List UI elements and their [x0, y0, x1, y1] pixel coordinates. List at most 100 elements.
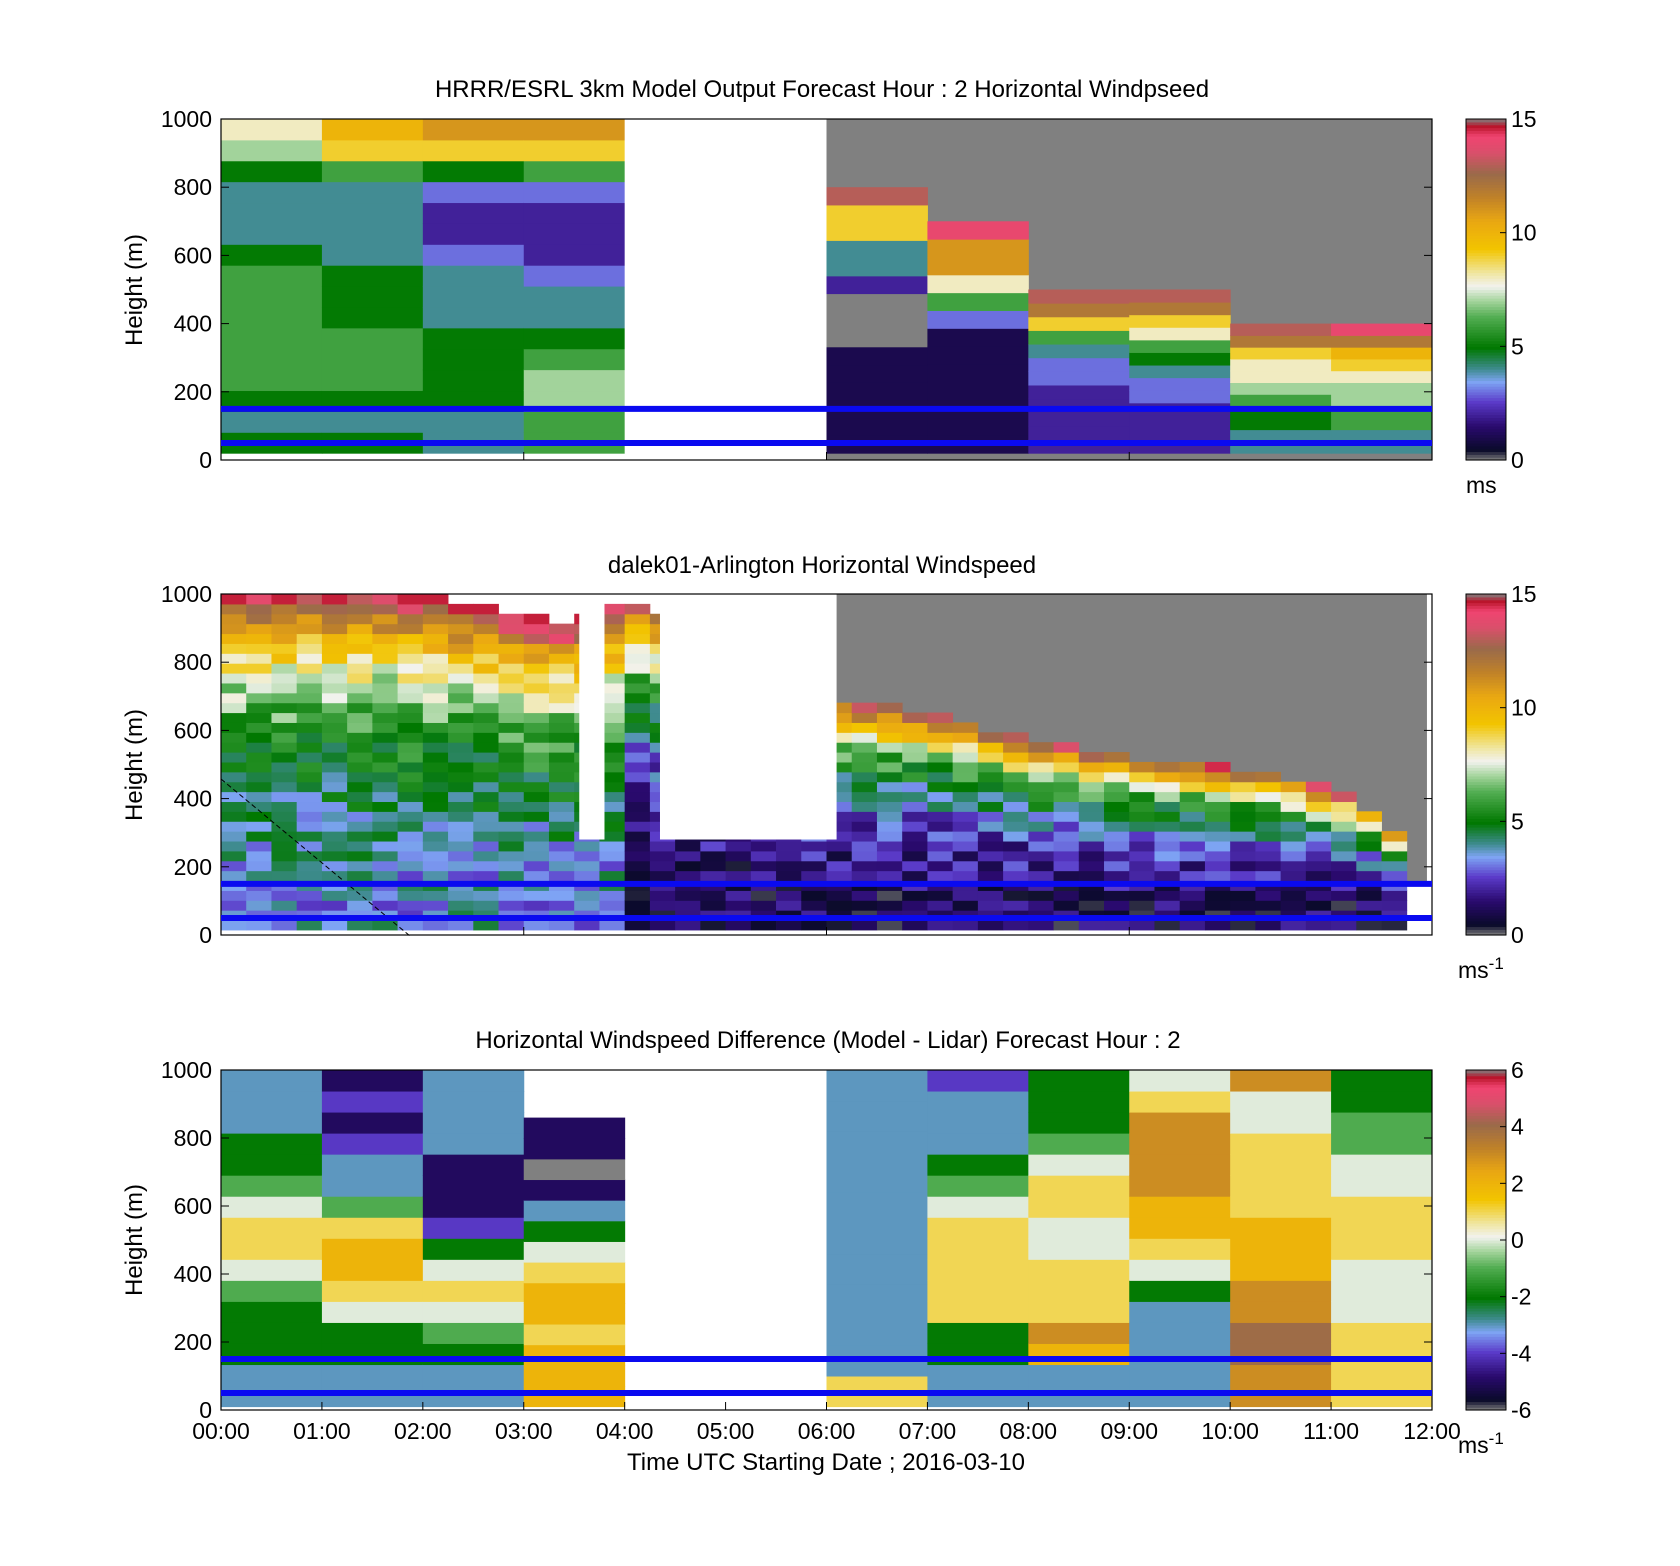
lidar-cell	[422, 791, 449, 803]
colorbar-segment	[1466, 300, 1506, 305]
colorbar-segment	[1466, 1308, 1506, 1312]
lidar-cell	[1230, 850, 1256, 862]
colorbar-segment	[1466, 1123, 1506, 1128]
colorbar-segment	[1466, 1234, 1506, 1238]
difference-cell	[221, 1322, 323, 1344]
colorbar-segment	[1466, 138, 1506, 143]
lidar-cell	[473, 712, 499, 723]
colorbar-segment	[1466, 707, 1506, 712]
colorbar-segment	[1466, 244, 1506, 248]
lidar-cell	[448, 673, 474, 684]
difference-cell	[321, 1070, 424, 1092]
lidar-cell	[1129, 870, 1155, 882]
lidar-cell	[347, 831, 373, 842]
colorbar-segment	[1466, 801, 1506, 805]
lidar-cell	[624, 821, 651, 832]
y-tick-label: 600	[174, 717, 212, 743]
model-cell	[422, 181, 525, 204]
colorbar-segment	[1466, 670, 1506, 675]
colorbar-segment	[1466, 1143, 1506, 1148]
lidar-cell	[1053, 791, 1080, 803]
difference-cell	[826, 1223, 928, 1255]
difference-cell	[523, 1385, 626, 1408]
colorbar-segment	[1466, 727, 1506, 731]
x-tick-label: 08:00	[1000, 1418, 1058, 1444]
lidar-cell	[271, 761, 298, 773]
lidar-cell	[422, 673, 449, 684]
lidar-cell	[221, 801, 247, 812]
lidar-cell	[902, 722, 928, 733]
colorbar-tick-label: 15	[1511, 581, 1537, 607]
lidar-cell	[548, 712, 575, 723]
lidar-cell	[473, 821, 499, 832]
colorbar-segment	[1466, 613, 1506, 618]
lidar-cell	[321, 742, 348, 753]
model-cell	[221, 327, 323, 350]
difference-cell	[1129, 1238, 1231, 1260]
lidar-cell	[1255, 840, 1282, 852]
lidar-cell	[851, 870, 878, 882]
lidar-cell	[927, 781, 954, 793]
lidar-cell	[876, 840, 903, 852]
lidar-cell	[1104, 840, 1130, 852]
lidar-cell	[1104, 811, 1130, 822]
difference-cell	[826, 1070, 928, 1102]
difference-cell	[1230, 1238, 1332, 1260]
difference-cell	[1028, 1070, 1130, 1092]
lidar-cell	[599, 702, 626, 714]
difference-cell	[1331, 1238, 1433, 1260]
colorbar-segment	[1466, 596, 1506, 601]
lidar-cell	[271, 821, 298, 832]
lidar-cell	[347, 771, 373, 783]
difference-cell	[1028, 1175, 1130, 1197]
difference-cell	[1331, 1112, 1433, 1134]
model-cell	[1230, 323, 1332, 336]
lidar-cell	[321, 860, 348, 872]
lidar-cell	[1381, 831, 1408, 842]
colorbar-segment	[1466, 136, 1506, 140]
lidar-cell	[271, 890, 298, 901]
panel-lidar-x-tickmarks	[523, 927, 1130, 935]
lidar-cell	[1003, 791, 1029, 803]
lidar-cell	[624, 840, 651, 852]
lidar-cell	[826, 722, 853, 733]
y-tick-label: 200	[174, 379, 212, 405]
colorbar-segment	[1466, 1129, 1506, 1133]
lidar-cell	[902, 712, 928, 723]
lidar-cell	[246, 692, 272, 704]
colorbar-segment	[1466, 425, 1506, 430]
lidar-cell	[902, 801, 928, 812]
lidar-cell	[599, 633, 626, 644]
lidar-cell	[372, 633, 399, 644]
colorbar-segment	[1466, 926, 1506, 930]
colorbar-tick-label: 15	[1511, 106, 1537, 132]
lidar-cell	[347, 860, 373, 872]
lidar-cell	[927, 791, 954, 803]
difference-cell	[422, 1385, 525, 1408]
lidar-cell	[296, 890, 323, 901]
lidar-cell	[548, 860, 575, 872]
colorbar-segment	[1466, 1200, 1506, 1204]
lidar-cell	[397, 663, 424, 674]
lidar-cell	[347, 594, 373, 605]
lidar-cell	[372, 771, 399, 783]
lidar-cell	[347, 682, 373, 694]
lidar-cell	[624, 732, 651, 743]
lidar-cell	[1356, 811, 1382, 822]
lidar-cell	[448, 761, 474, 773]
lidar-cell	[498, 890, 525, 901]
panel-lidar-y-axis-label: Height (m)	[121, 709, 148, 821]
lidar-cell	[296, 860, 323, 872]
lidar-cell	[876, 920, 903, 931]
difference-cell	[927, 1091, 1029, 1113]
lidar-cell	[473, 603, 499, 615]
lidar-cell	[1104, 752, 1130, 763]
y-tick-label: 0	[199, 1397, 212, 1423]
lidar-cell	[1129, 781, 1155, 793]
lidar-cell	[1305, 811, 1332, 822]
lidar-cell	[296, 850, 323, 862]
lidar-cell	[372, 870, 399, 882]
difference-cell	[927, 1259, 1029, 1281]
lidar-cell	[448, 742, 474, 753]
difference-cell	[523, 1117, 626, 1139]
